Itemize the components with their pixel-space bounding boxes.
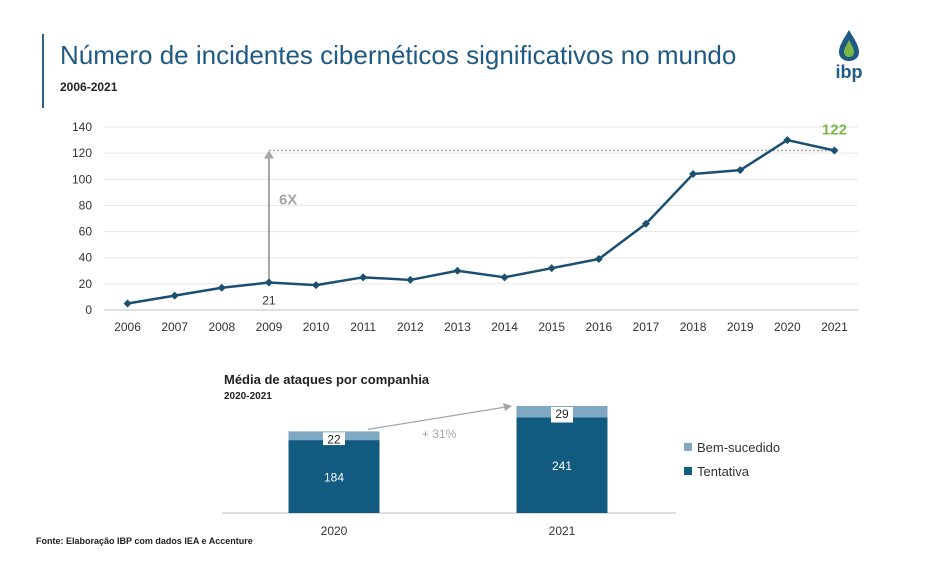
legend-swatch-bem-sucedido [684,443,692,451]
y-tick-label: 140 [72,120,92,134]
y-tick-label: 100 [72,172,92,186]
title-accent-bar [42,34,44,108]
data-point [123,299,132,308]
bar-chart-subtitle: 2020-2021 [224,391,272,402]
y-tick-label: 80 [79,198,93,212]
source-note: Fonte: Elaboração IBP com dados IEA e Ac… [36,536,253,546]
data-point [264,278,273,287]
page-subtitle: 2006-2021 [60,80,118,94]
logo-text: ibp [836,62,863,82]
bar-value-label-bem-sucedido: 29 [555,407,569,421]
data-point [736,166,745,175]
data-point [453,266,462,275]
bar-value-label-bem-sucedido: 22 [327,432,341,446]
data-point [594,255,603,264]
data-point [359,273,368,282]
bar-chart-title: Média de ataques por companhia [224,372,430,387]
x-tick-label: 2016 [585,320,612,334]
legend-label-tentativa: Tentativa [697,464,750,479]
data-point [312,281,321,290]
x-tick-label: 2012 [397,320,424,334]
x-tick-label: 2006 [114,320,141,334]
data-point [783,136,792,145]
x-tick-label: 2015 [538,320,565,334]
legend-label-bem-sucedido: Bem-sucedido [697,440,780,455]
x-tick-label: 2011 [350,320,376,334]
growth-arrow-head-icon [263,150,274,159]
x-tick-label: 2020 [774,320,801,334]
y-tick-label: 120 [72,146,92,160]
end-value-label: 122 [822,122,847,139]
logo-drop-inner-icon [844,40,854,57]
page-title: Número de incidentes cibernéticos signif… [60,40,737,70]
bar-value-label-bg [323,432,345,446]
data-point [689,170,698,179]
y-tick-label: 20 [79,277,93,291]
bar-category-label: 2021 [549,524,576,538]
y-tick-label: 40 [79,251,93,265]
series-line [127,138,835,305]
x-tick-label: 2009 [256,320,283,334]
data-point [217,283,226,292]
data-point [500,273,509,282]
data-point [406,275,415,284]
growth-label: + 31% [422,427,457,441]
bar-segment-tentativa [288,440,380,513]
data-point [641,219,650,228]
x-tick-label: 2010 [303,320,330,334]
x-tick-label: 2019 [727,320,754,334]
x-tick-label: 2013 [444,320,471,334]
bar-growth-arrow-head-icon [503,403,512,411]
start-value-label: 21 [262,294,276,308]
x-tick-label: 2007 [161,320,188,334]
bar-growth-arrow-shaft [367,406,507,430]
line-chart: 0 20 40 60 80 100 120 140 2006 2007 2008 2009 2010 20… [72,120,858,334]
ibp-logo: ibp [836,30,863,82]
data-point [547,264,556,273]
x-tick-label: 2008 [208,320,235,334]
x-tick-label: 2014 [491,320,518,334]
bar-category-label: 2020 [321,524,348,538]
bar-value-label-tentativa: 184 [324,471,344,485]
data-point [170,291,179,300]
x-tick-label: 2017 [633,320,660,334]
multiplier-label: 6X [279,192,297,209]
x-tick-label: 2018 [680,320,707,334]
legend-swatch-tentativa [684,467,692,475]
bar-value-label-tentativa: 241 [552,459,572,473]
x-tick-label: 2021 [821,320,848,334]
bar-value-label-bg [551,407,573,423]
y-tick-label: 60 [79,225,93,239]
bar-segment-tentativa [516,417,608,513]
data-point [830,146,839,155]
y-tick-label: 0 [85,303,92,317]
